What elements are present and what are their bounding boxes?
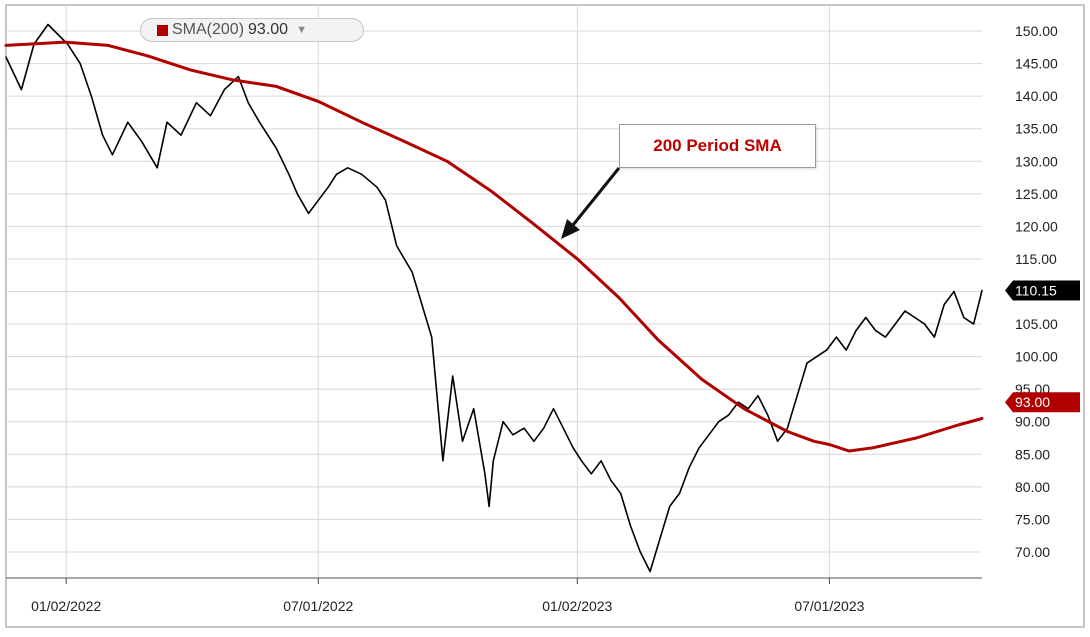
x-tick-label: 07/01/2023 bbox=[794, 598, 864, 614]
sma-line bbox=[4, 40, 984, 453]
series-layer bbox=[4, 23, 984, 573]
y-tick-label: 85.00 bbox=[1015, 446, 1050, 462]
chevron-down-icon[interactable]: ▼ bbox=[296, 24, 307, 36]
y-tick-label: 125.00 bbox=[1015, 186, 1058, 202]
y-tick-label: 70.00 bbox=[1015, 544, 1050, 560]
annotation-arrow bbox=[561, 167, 621, 239]
sma-indicator-label: SMA(200) bbox=[172, 21, 245, 38]
last-price-tag-label: 110.15 bbox=[1015, 283, 1057, 299]
price-line bbox=[5, 23, 983, 573]
sma-indicator-value: 93.00 bbox=[248, 21, 289, 38]
y-tick-label: 140.00 bbox=[1015, 88, 1058, 104]
grid bbox=[6, 5, 982, 584]
last-price-tag bbox=[1005, 280, 1080, 301]
annotation-arrow-head bbox=[561, 219, 580, 239]
sma-price-tag bbox=[1005, 392, 1080, 413]
price-tags: 110.15 93.00 bbox=[1005, 280, 1080, 413]
annotation-arrow-line bbox=[571, 167, 621, 226]
y-tick-label: 100.00 bbox=[1015, 349, 1058, 365]
y-tick-label: 135.00 bbox=[1015, 121, 1058, 137]
sma-price-tag-label: 93.00 bbox=[1015, 394, 1050, 410]
y-tick-label: 90.00 bbox=[1015, 414, 1050, 430]
sma-indicator-pill[interactable]: SMA(200) 93.00 ▼ bbox=[140, 18, 364, 42]
x-tick-label: 07/01/2022 bbox=[283, 598, 353, 614]
y-tick-label: 105.00 bbox=[1015, 316, 1058, 332]
y-tick-label: 115.00 bbox=[1015, 251, 1057, 267]
y-tick-label: 120.00 bbox=[1015, 218, 1058, 234]
annotation-label: 200 Period SMA bbox=[619, 124, 816, 168]
y-tick-label: 145.00 bbox=[1015, 56, 1058, 72]
plot-frame bbox=[5, 4, 1085, 628]
x-tick-label: 01/02/2023 bbox=[542, 598, 612, 614]
y-tick-label: 80.00 bbox=[1015, 479, 1050, 495]
y-tick-label: 75.00 bbox=[1015, 511, 1050, 527]
y-tick-label: 130.00 bbox=[1015, 153, 1058, 169]
x-axis: 01/02/2022 07/01/2022 01/02/2023 07/01/2023 bbox=[31, 598, 864, 614]
y-tick-label: 150.00 bbox=[1015, 23, 1058, 39]
sma-color-swatch bbox=[157, 24, 168, 36]
x-tick-label: 01/02/2022 bbox=[31, 598, 101, 614]
